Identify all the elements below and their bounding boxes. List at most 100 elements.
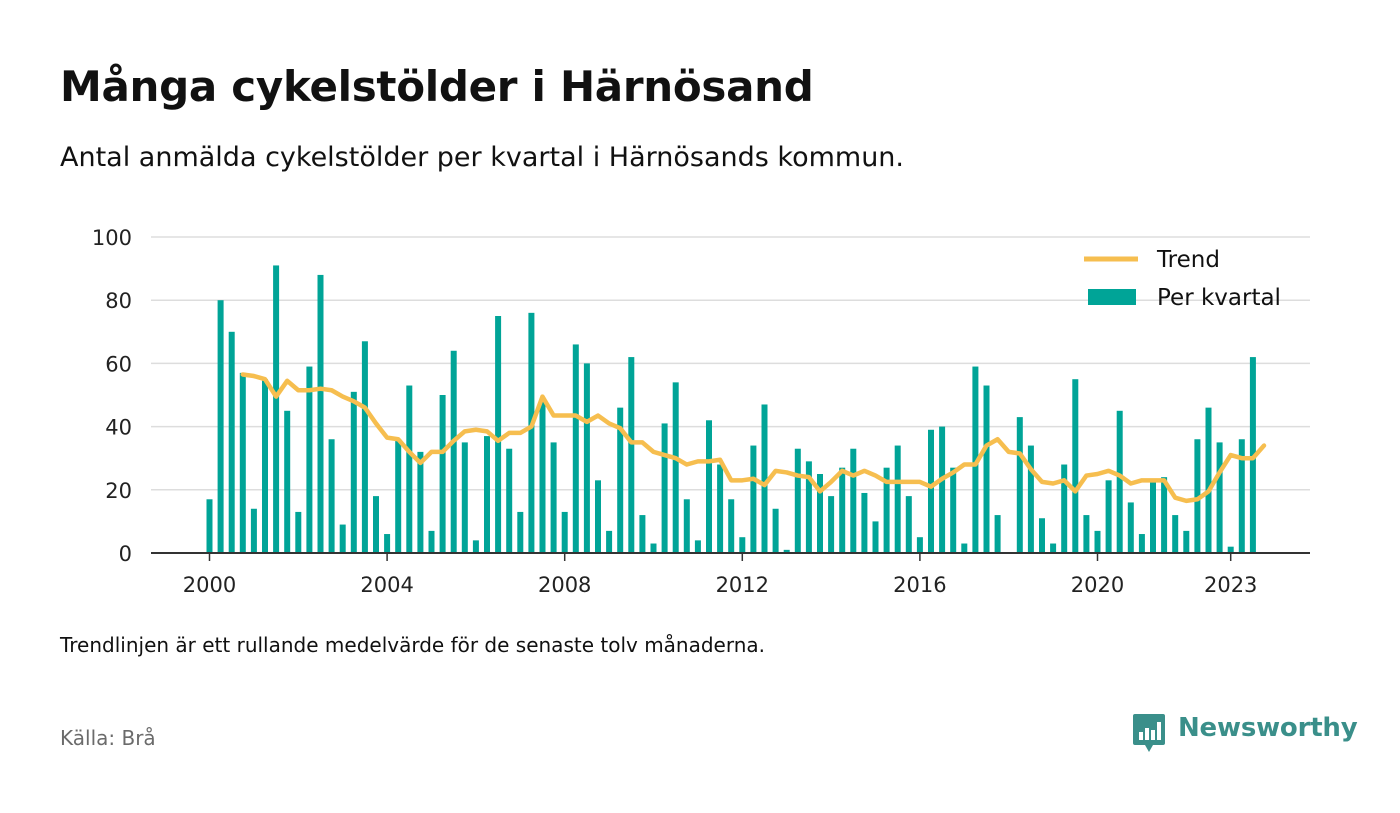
bar [1138,534,1145,553]
bar [350,391,357,553]
x-tick-label: 2008 [538,573,591,597]
bar [916,537,923,553]
x-tick-label: 2012 [716,573,769,597]
bar [1194,439,1201,553]
bar [828,496,835,553]
bar [428,530,435,553]
y-tick-label: 60 [105,352,132,376]
bar [650,543,657,553]
bar [417,451,424,553]
bar [495,316,502,553]
bar [384,534,391,553]
source-credit: Källa: Brå [60,726,156,750]
logo-text: Newsworthy [1178,713,1358,743]
bar [506,448,513,553]
x-tick-label: 2023 [1204,573,1257,597]
bar [805,461,812,553]
bar [373,496,379,553]
bar [772,508,779,553]
bar [606,530,613,553]
bar [850,448,857,553]
bar [761,404,768,553]
bar [739,537,746,553]
bar [839,467,846,553]
bar [1238,439,1245,553]
bar [1172,515,1179,553]
x-tick-label: 2020 [1071,573,1124,597]
bar [206,499,213,553]
bar [817,474,823,553]
legend-trend-label: Trend [1156,247,1220,273]
bar [983,385,990,553]
bar [217,300,224,553]
bar [484,436,490,553]
bar [1094,530,1101,553]
trend-line [240,372,1267,504]
y-tick-label: 20 [105,479,132,503]
bar [317,274,324,553]
bar [961,543,968,553]
bar [517,511,524,553]
bar [395,439,402,553]
bar [928,429,934,553]
bar [639,515,646,553]
bar [450,350,457,553]
bar [361,341,368,553]
bar [461,442,468,553]
bar [894,445,901,553]
bar [972,366,979,553]
y-tick-label: 100 [92,226,132,250]
x-tick-label: 2004 [360,573,413,597]
bar [617,407,624,553]
bar [406,385,413,553]
x-tick-label: 2016 [893,573,946,597]
bar [672,382,679,553]
bar [273,265,280,553]
bar-series-per-kvartal [206,265,1256,553]
bar [239,372,246,553]
bar [1061,464,1068,553]
y-tick-label: 40 [105,416,132,440]
chart-note: Trendlinjen är ett rullande medelvärde f… [60,633,766,657]
bar [1216,442,1223,553]
legend: Trend Per kvartal [1084,247,1281,311]
bar [583,363,590,553]
bar [439,395,446,553]
bar [262,379,268,553]
bar-chart-speech-bubble-icon [1133,714,1165,752]
bar [694,540,701,553]
bar [1150,480,1156,553]
bar [905,496,912,553]
bar [550,442,557,553]
bar [572,344,579,553]
bar [950,467,957,553]
bar [939,426,946,553]
bar [861,492,868,553]
bar [561,511,568,553]
newsworthy-logo: Newsworthy [1132,711,1358,755]
bar [794,448,801,553]
bar [1183,530,1190,553]
bar [872,521,879,553]
bar [1227,546,1234,553]
bar [528,312,535,553]
bar [472,540,479,553]
bar [728,499,735,553]
bar [306,366,313,553]
bar [717,464,724,553]
bar [295,511,302,553]
x-tick-label: 2000 [183,573,236,597]
bar [1116,410,1123,553]
legend-bar-label: Per kvartal [1157,285,1281,311]
bar [228,331,235,553]
y-tick-label: 80 [105,289,132,313]
bar [1205,407,1212,553]
legend-bar-swatch [1088,289,1136,305]
chart-subtitle: Antal anmälda cykelstölder per kvartal i… [60,142,905,173]
chart-title: Många cykelstölder i Härnösand [60,62,814,111]
bar [1105,480,1112,553]
y-tick-label: 0 [119,542,132,566]
bar [328,439,335,553]
bar [339,524,346,553]
bar [750,445,757,553]
